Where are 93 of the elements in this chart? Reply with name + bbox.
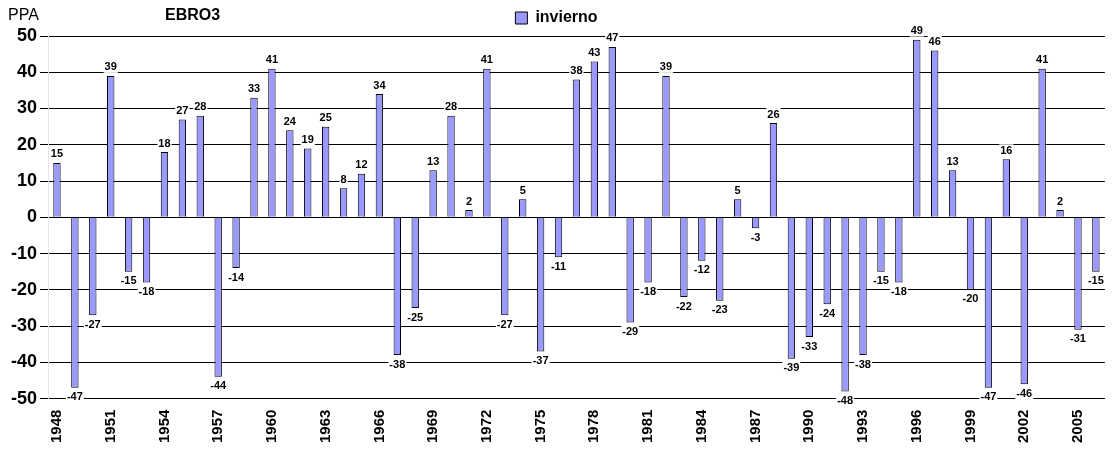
- x-tick-label: 1975: [530, 409, 548, 444]
- y-tick-label: -50: [11, 387, 38, 408]
- data-label: 46: [928, 35, 941, 48]
- data-label: -24: [819, 306, 837, 319]
- data-label: 26: [767, 107, 780, 120]
- y-tick-label: -20: [11, 278, 38, 299]
- data-label: -47: [980, 390, 997, 403]
- data-label: -47: [66, 390, 83, 403]
- x-tick-label: 1969: [423, 409, 441, 444]
- data-label: -29: [622, 325, 639, 338]
- data-label: 12: [355, 158, 368, 171]
- data-label: -22: [675, 299, 692, 312]
- x-tick-label: 2002: [1014, 409, 1032, 444]
- data-label: 47: [606, 31, 619, 44]
- data-label: 41: [480, 53, 493, 66]
- data-label: 34: [373, 78, 387, 91]
- x-tick-label: 1957: [208, 409, 226, 444]
- y-tick-label: 50: [16, 24, 38, 45]
- data-label: 13: [427, 154, 440, 167]
- data-label: 25: [319, 111, 332, 124]
- data-label: 5: [734, 183, 741, 196]
- data-label: 43: [588, 45, 601, 58]
- data-label: -48: [837, 393, 854, 406]
- x-tick-label: 1990: [799, 409, 817, 444]
- data-label: -18: [138, 285, 155, 298]
- x-tick-label: 1948: [47, 409, 65, 444]
- x-tick-label: 1999: [960, 409, 978, 444]
- y-tick-label: 30: [16, 97, 38, 118]
- y-tick-label: 10: [16, 170, 38, 191]
- data-label: 27: [176, 103, 189, 116]
- y-tick-label: -10: [11, 242, 38, 263]
- data-label: 8: [340, 172, 347, 185]
- x-tick-label: 2005: [1068, 409, 1086, 444]
- data-label: 41: [265, 53, 279, 66]
- data-label: 19: [301, 132, 314, 145]
- y-tick-label: 0: [27, 206, 38, 227]
- data-label: -31: [1070, 332, 1086, 345]
- data-label: -3: [750, 230, 761, 243]
- data-label: 18: [158, 136, 171, 149]
- data-label: -38: [855, 357, 871, 370]
- x-tick-label: 1960: [262, 409, 280, 444]
- x-tick-label: 1993: [853, 409, 871, 444]
- data-label: -27: [496, 317, 513, 330]
- data-label: -11: [550, 259, 567, 272]
- data-label: -37: [532, 354, 549, 367]
- x-tick-label: 1984: [691, 408, 709, 444]
- data-label: 28: [444, 100, 458, 113]
- y-tick-label: -30: [11, 315, 38, 336]
- data-label: 49: [910, 24, 923, 37]
- x-tick-label: 1972: [477, 409, 495, 444]
- y-tick-label: -40: [11, 351, 38, 372]
- data-label: -14: [228, 270, 245, 283]
- data-label: -38: [389, 357, 406, 370]
- data-label: 39: [659, 60, 673, 73]
- x-tick-label: 1951: [100, 409, 118, 444]
- data-label: 15: [50, 147, 64, 160]
- data-label: -15: [1087, 274, 1104, 287]
- data-label: -15: [120, 274, 137, 287]
- data-label: 28: [194, 100, 207, 113]
- data-label: -44: [210, 379, 228, 392]
- data-label: -18: [890, 285, 907, 298]
- data-label: -15: [872, 274, 889, 287]
- data-label: 41: [1036, 53, 1049, 66]
- data-label: 33: [247, 82, 261, 95]
- data-label: -12: [693, 263, 710, 276]
- x-tick-label: 1963: [315, 409, 333, 444]
- data-label: 2: [1057, 194, 1064, 207]
- y-tick-label: 40: [16, 61, 38, 82]
- data-label: -23: [711, 303, 728, 316]
- data-label: 39: [104, 60, 117, 73]
- data-label: -39: [783, 361, 800, 374]
- data-label: 13: [946, 154, 959, 167]
- x-tick-label: 1981: [638, 409, 656, 444]
- legend-label: invierno: [535, 8, 598, 26]
- data-label: 5: [519, 183, 526, 196]
- y-axis-title: PPA: [8, 6, 40, 24]
- x-tick-label: 1966: [369, 409, 387, 444]
- data-label: -46: [1016, 386, 1033, 399]
- chart-title: EBRO3: [165, 6, 221, 24]
- x-tick-label: 1996: [906, 409, 924, 444]
- data-label: -33: [801, 339, 818, 352]
- x-tick-label: 1987: [745, 409, 763, 444]
- data-label: -27: [84, 317, 101, 330]
- data-label: 16: [1000, 143, 1013, 156]
- x-tick-label: 1978: [584, 409, 602, 444]
- data-label: 24: [283, 114, 297, 127]
- data-label: 38: [570, 64, 583, 77]
- data-label: -20: [962, 292, 979, 305]
- x-tick-label: 1954: [154, 408, 172, 444]
- data-label: 2: [465, 194, 473, 207]
- y-tick-label: 20: [16, 133, 38, 154]
- data-label: -18: [640, 285, 657, 298]
- data-label: -25: [407, 310, 424, 323]
